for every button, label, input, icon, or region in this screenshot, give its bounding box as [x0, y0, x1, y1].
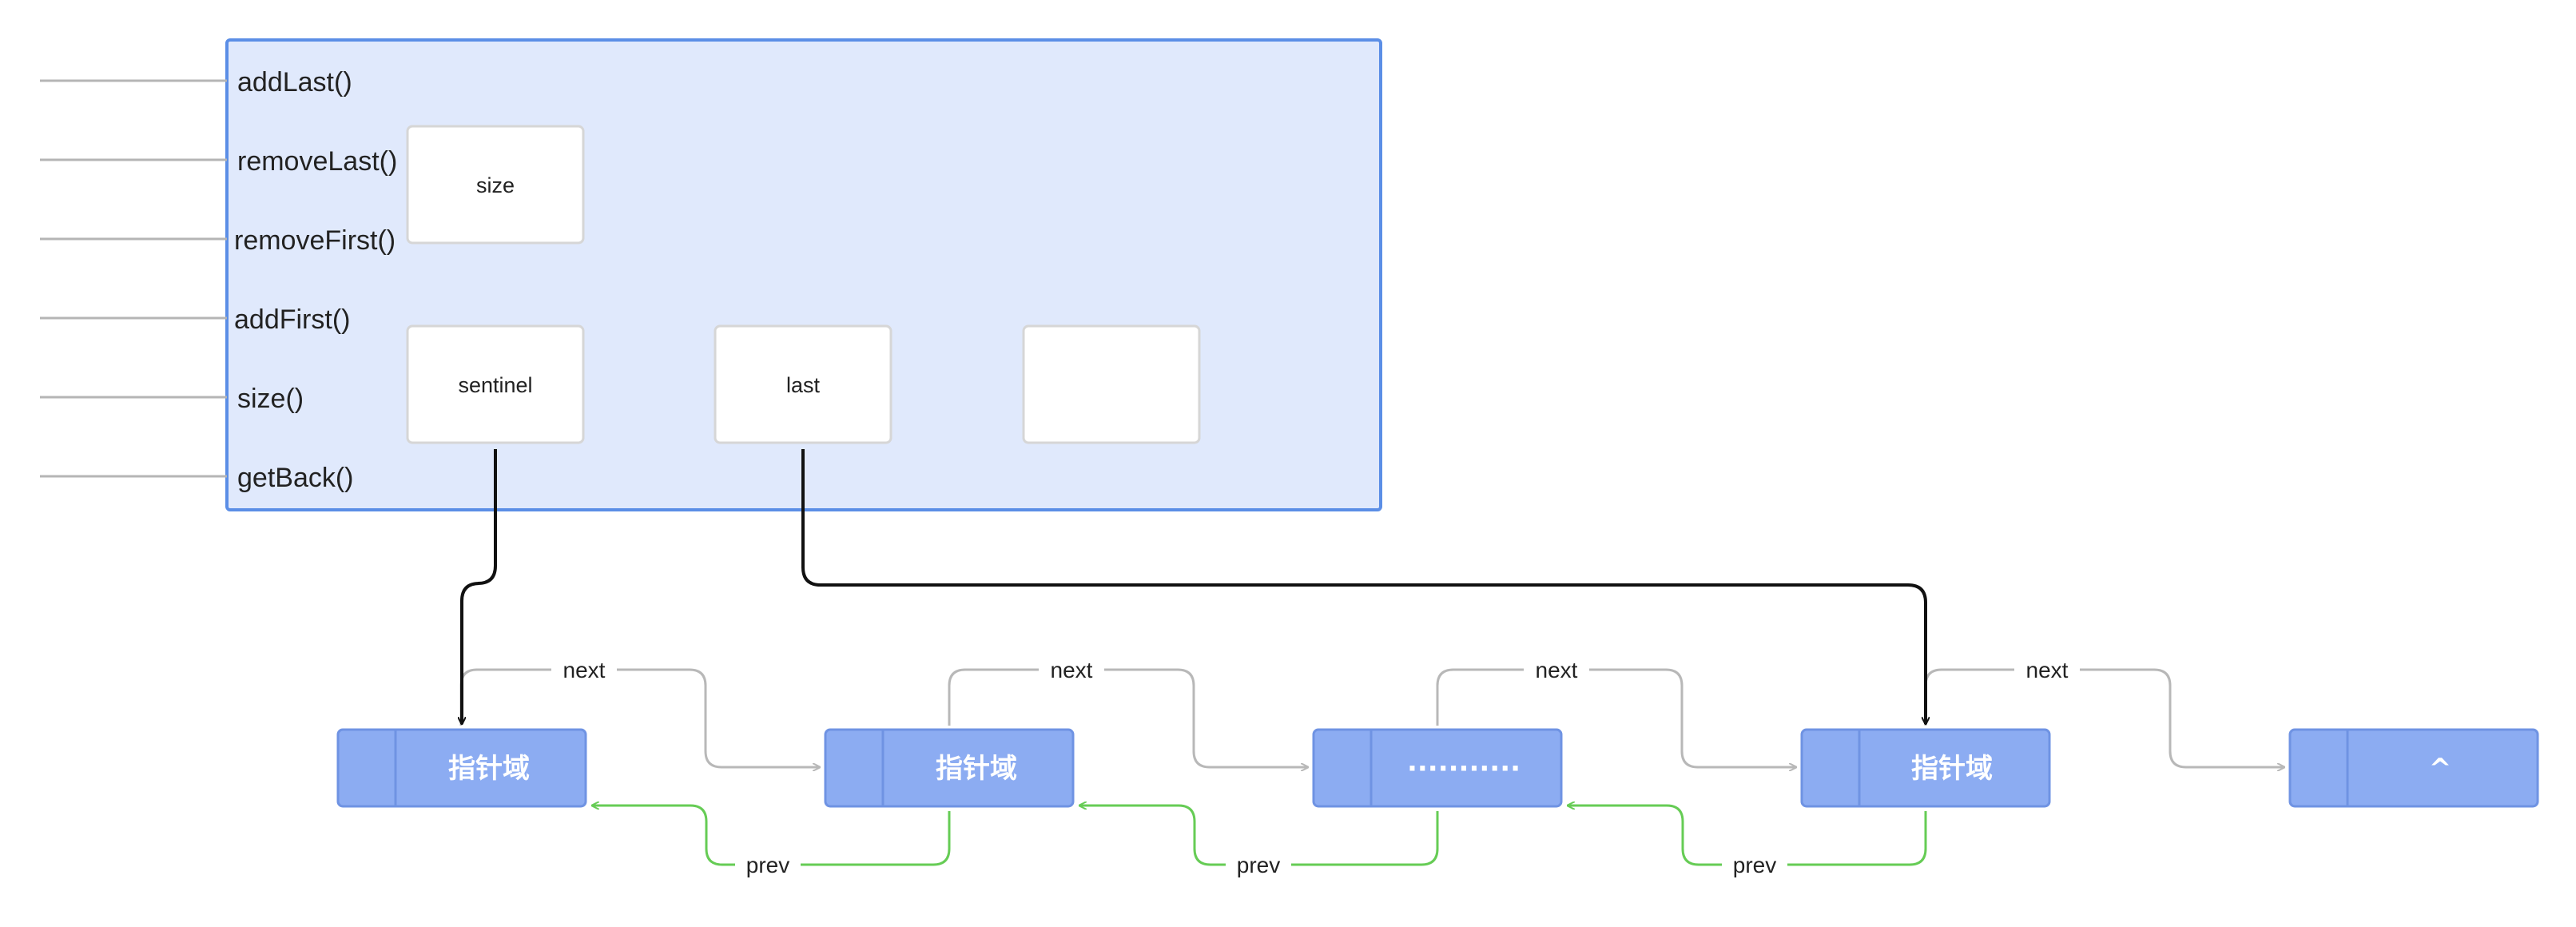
next-label-bg	[1524, 655, 1589, 684]
prev-label-text: prev	[1237, 853, 1280, 877]
next-arrow	[1436, 668, 1796, 767]
field-size-box	[406, 125, 585, 245]
field-size-label: size	[476, 173, 515, 197]
field-sentinel-box	[406, 324, 585, 444]
prev-label: prev	[735, 850, 801, 879]
next-label: next	[1039, 655, 1104, 684]
field-last-label: last	[786, 373, 821, 397]
prev-label: prev	[1226, 850, 1291, 879]
next-label-text: next	[1051, 658, 1093, 682]
method-add-first: addFirst()	[234, 304, 350, 335]
node-box	[2288, 728, 2539, 808]
method-lines	[40, 79, 227, 478]
next-label-bg	[2014, 655, 2080, 684]
next-label-bg	[551, 655, 617, 684]
method-add-last: addLast()	[237, 67, 352, 97]
sentinel-pointer-arrow	[462, 449, 497, 724]
next-arrow	[948, 668, 1308, 767]
prev-label-bg	[735, 850, 801, 879]
list-node: 指针域	[336, 728, 587, 808]
prev-arrows	[592, 806, 1927, 866]
field-size: size	[406, 125, 585, 245]
prev-label-bg	[1226, 850, 1291, 879]
list-node: 指针域	[1800, 728, 2051, 808]
node-label: 指针域	[1911, 753, 1993, 785]
prev-arrow	[592, 806, 951, 866]
method-size: size()	[237, 384, 304, 414]
next-arrows	[459, 668, 2284, 767]
field-last-box	[714, 324, 892, 444]
method-remove-last: removeLast()	[237, 146, 397, 177]
prev-arrow	[1079, 806, 1439, 866]
node-box	[824, 728, 1075, 808]
list-node: 指针域	[824, 728, 1075, 808]
node-box	[336, 728, 587, 808]
next-label-text: next	[2026, 658, 2069, 682]
field-empty-box	[1022, 324, 1201, 444]
list-node: ···········	[1312, 728, 1563, 808]
next-label-text: next	[563, 658, 606, 682]
node-label: 指针域	[448, 753, 530, 785]
next-arrow	[1924, 668, 2284, 767]
next-label: next	[2014, 655, 2080, 684]
list-node: ^	[2288, 728, 2539, 808]
next-label-bg	[1039, 655, 1104, 684]
node-box	[1800, 728, 2051, 808]
field-sentinel-label: sentinel	[458, 373, 532, 397]
next-arrow	[459, 668, 820, 767]
field-sentinel: sentinel	[406, 324, 585, 444]
prev-label-text: prev	[1733, 853, 1776, 877]
node-label: ^	[2429, 753, 2452, 785]
next-label: next	[551, 655, 617, 684]
field-last: last	[714, 324, 892, 444]
next-label: next	[1524, 655, 1589, 684]
field-empty	[1022, 324, 1201, 444]
node-label: ···········	[1407, 753, 1521, 785]
node-label: 指针域	[936, 753, 1017, 785]
prev-label: prev	[1722, 850, 1787, 879]
method-remove-first: removeFirst()	[234, 225, 396, 256]
next-label-text: next	[1536, 658, 1578, 682]
prev-label-bg	[1722, 850, 1787, 879]
prev-arrow	[1568, 806, 1927, 866]
last-pointer-arrow	[801, 449, 1926, 724]
node-box	[1312, 728, 1563, 808]
prev-label-text: prev	[746, 853, 789, 877]
method-get-back: getBack()	[237, 463, 354, 493]
